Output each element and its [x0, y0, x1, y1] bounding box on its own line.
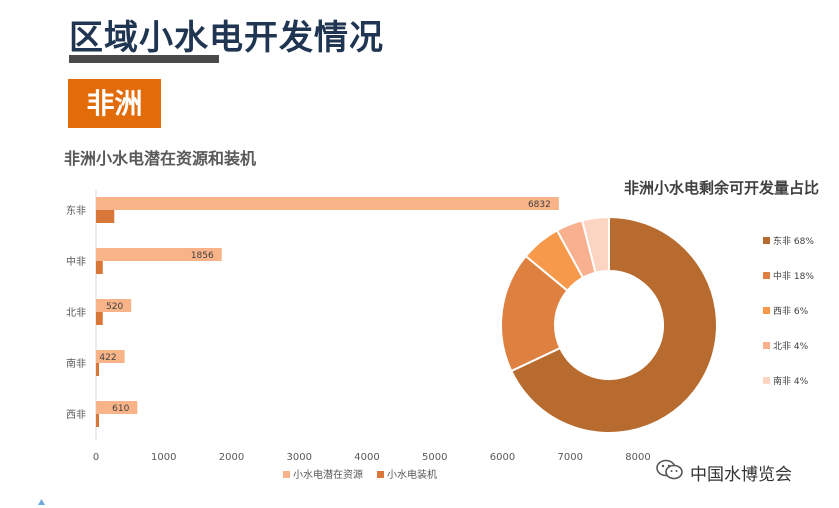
data-label: 6832 [528, 200, 551, 210]
x-tick-label: 6000 [490, 452, 515, 463]
bar-installed [96, 261, 103, 274]
x-tick-label: 2000 [219, 452, 244, 463]
x-tick-label: 4000 [354, 452, 379, 463]
x-tick-label: 0 [93, 452, 99, 463]
bar-installed [96, 210, 115, 223]
bar-potential [96, 248, 222, 261]
x-tick-label: 7000 [558, 452, 583, 463]
category-label: 北非 [66, 307, 86, 319]
watermark-text: 中国水博览会 [690, 465, 792, 485]
donut-legend-swatch [763, 307, 770, 314]
x-tick-label: 1000 [151, 452, 176, 463]
legend-swatch-potential [283, 471, 290, 478]
region-label: 非洲 [86, 87, 143, 120]
category-label: 西非 [66, 409, 86, 421]
x-tick-label: 3000 [287, 452, 312, 463]
corner-mark-icon [37, 498, 46, 506]
bar-potential [96, 350, 125, 363]
bar-installed [96, 312, 103, 325]
data-label: 520 [106, 302, 123, 312]
bar-potential [96, 197, 559, 210]
bar-potential [96, 401, 138, 414]
donut-legend-label: 中非 18% [773, 270, 814, 282]
donut-legend-label: 东非 68% [773, 235, 814, 247]
category-label: 南非 [66, 357, 86, 370]
title-underline [69, 55, 219, 63]
category-label: 中非 [66, 255, 86, 268]
category-label: 东非 [66, 204, 86, 217]
donut-legend-swatch [763, 272, 770, 279]
donut-legend-swatch [763, 377, 770, 384]
donut-legend-label: 北非 4% [773, 340, 809, 352]
data-label: 422 [99, 353, 116, 363]
x-tick-label: 5000 [422, 452, 447, 463]
x-tick-label: 8000 [625, 452, 650, 463]
legend-swatch-installed [377, 471, 384, 478]
region-badge: 非洲 [68, 79, 161, 128]
donut-slice [500, 254, 569, 373]
bar-installed [96, 414, 99, 427]
donut-chart-title: 非洲小水电剩余可开发量占比 [624, 179, 820, 197]
bar-installed [96, 363, 99, 376]
data-label: 1856 [191, 251, 214, 261]
legend-label-installed: 小水电装机 [387, 468, 437, 481]
donut-legend-swatch [763, 237, 770, 244]
data-label: 610 [112, 404, 129, 414]
donut-legend-label: 南非 4% [773, 375, 809, 387]
bar-chart-title: 非洲小水电潜在资源和装机 [64, 149, 257, 168]
donut-slice [580, 215, 610, 274]
legend-label-potential: 小水电潜在资源 [293, 468, 363, 481]
donut-legend-label: 西非 6% [773, 305, 809, 317]
page-title: 区域小水电开发情况 [69, 18, 384, 58]
bar-potential [96, 299, 132, 312]
donut-slice [509, 215, 718, 434]
donut-legend-swatch [763, 342, 770, 349]
